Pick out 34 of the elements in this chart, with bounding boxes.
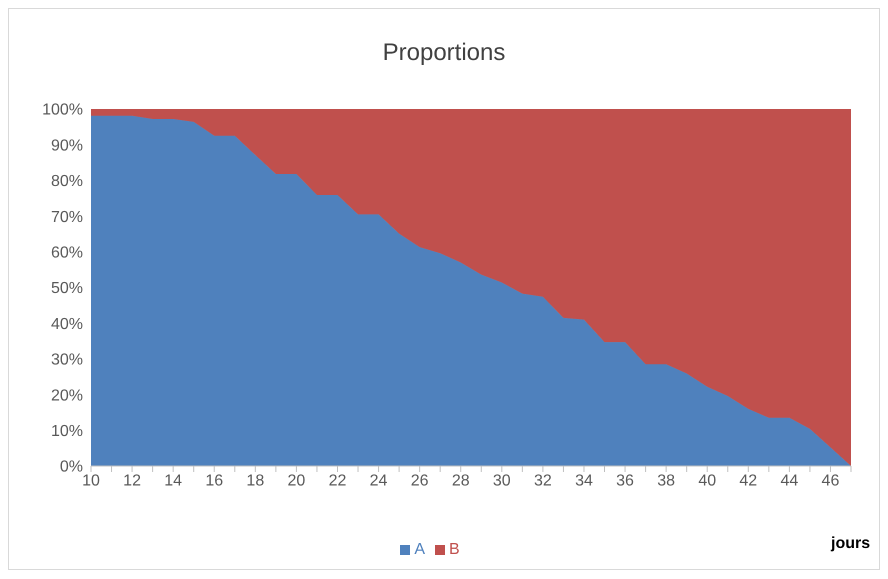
y-tick-label: 50% <box>50 280 83 298</box>
x-tick-label: 32 <box>534 472 552 490</box>
x-tick-label: 30 <box>492 472 511 490</box>
x-tick-label: 14 <box>164 472 182 490</box>
legend-label: A <box>414 541 425 558</box>
y-tick-label: 40% <box>50 316 83 333</box>
x-tick-label: 44 <box>780 472 798 490</box>
y-tick-label: 20% <box>50 387 83 404</box>
x-tick-label: 20 <box>288 472 306 490</box>
x-tick-label: 10 <box>82 472 100 490</box>
y-tick-label: 90% <box>50 137 83 154</box>
x-tick-label: 24 <box>370 472 388 490</box>
y-tick-label: 0% <box>60 458 83 476</box>
x-tick-label: 40 <box>698 472 716 490</box>
x-tick-label: 16 <box>205 472 224 490</box>
y-tick-label: 60% <box>50 244 83 262</box>
y-tick-label: 80% <box>50 173 83 190</box>
legend-label: B <box>449 541 460 558</box>
x-tick-label: 46 <box>822 472 840 490</box>
x-tick-label: 26 <box>410 472 429 490</box>
x-axis-title: jours <box>831 535 870 553</box>
y-tick-label: 100% <box>42 102 83 119</box>
x-tick-label: 36 <box>616 472 634 490</box>
x-tick-label: 34 <box>575 472 593 490</box>
y-tick-label: 10% <box>50 422 83 440</box>
x-tick-label: 22 <box>328 472 346 490</box>
x-tick-label: 38 <box>657 472 676 490</box>
x-tick-label: 12 <box>123 472 142 490</box>
x-tick-label: 18 <box>246 472 264 490</box>
y-tick-label: 30% <box>50 352 83 369</box>
x-tick-label: 42 <box>739 472 758 490</box>
x-tick-label: 28 <box>452 472 470 490</box>
chart-title: Proportions <box>382 39 506 67</box>
y-tick-label: 70% <box>50 208 83 226</box>
